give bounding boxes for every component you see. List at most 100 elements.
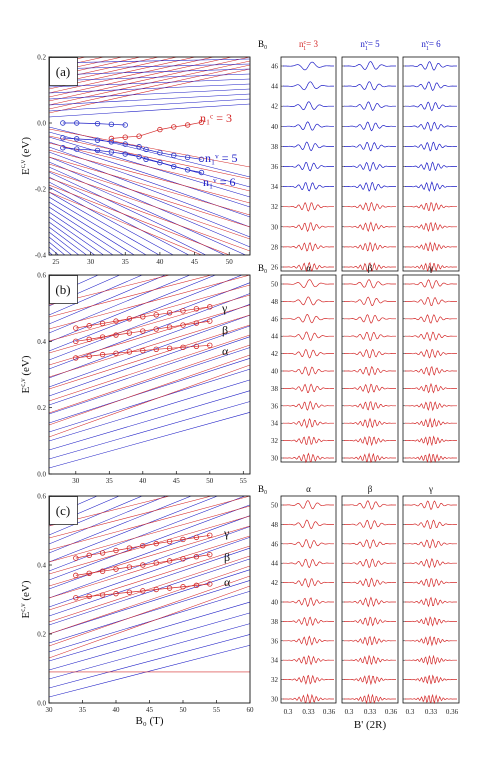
data-point	[193, 306, 200, 312]
level-line	[49, 282, 250, 361]
row-label: 28	[271, 243, 279, 251]
level-line	[49, 496, 143, 536]
data-point	[153, 560, 159, 566]
level-line	[49, 196, 147, 255]
data-point	[140, 314, 146, 320]
level-line	[49, 505, 250, 563]
level-line	[49, 496, 120, 527]
level-line	[49, 64, 250, 110]
level-line	[49, 275, 99, 298]
wavefunction-axis-title: B₀	[258, 263, 267, 273]
x-tick-label: 0.3	[345, 708, 354, 716]
level-line	[49, 83, 250, 94]
data-point	[73, 572, 79, 579]
wavefunction-trace	[405, 297, 457, 306]
level-line	[49, 324, 250, 390]
x-tick-label: 55	[240, 477, 248, 485]
level-line	[49, 294, 250, 354]
wavefunction-trace	[283, 366, 334, 376]
level-line	[49, 57, 106, 70]
data-point	[126, 316, 133, 322]
level-line	[49, 314, 250, 388]
level-line	[49, 177, 250, 252]
level-line	[49, 135, 250, 180]
data-point	[126, 564, 133, 570]
wavefunction-trace	[344, 693, 396, 705]
data-point	[180, 556, 186, 562]
data-point	[140, 562, 146, 568]
plot-frame	[48, 274, 251, 475]
level-line	[49, 565, 250, 635]
level-line	[49, 347, 250, 415]
data-point	[122, 122, 128, 128]
data-point	[180, 322, 186, 328]
data-point	[166, 345, 173, 351]
y-axis-label: Ec,v (eV)	[19, 137, 32, 175]
level-line	[49, 211, 114, 255]
row-label: 42	[271, 579, 279, 587]
wavefunction-trace	[283, 279, 334, 288]
wavefunction-frame	[280, 274, 337, 463]
wavefunction-trace	[283, 61, 334, 71]
level-line	[49, 246, 59, 255]
data-point	[171, 124, 177, 130]
wavefunction-panel-3: B₀ α β γ 50 48 46 44 42 40 38 36 34 32 30 0.3 0.33 0.36 0.…	[258, 484, 460, 731]
data-point	[122, 134, 128, 140]
wavefunction-frame	[280, 56, 337, 272]
wavefunction-trace	[283, 500, 334, 510]
wavefunction-frame	[341, 56, 399, 272]
data-point	[136, 153, 142, 160]
wavefunction-trace	[283, 331, 334, 341]
data-point	[136, 144, 142, 150]
level-line	[49, 496, 171, 527]
wavefunction-trace	[344, 296, 396, 306]
level-line	[49, 275, 171, 306]
level-line	[49, 149, 250, 204]
data-point	[113, 318, 119, 324]
wavefunction-trace	[405, 81, 457, 92]
row-label: 26	[271, 264, 279, 272]
x-tick-label: 50	[180, 706, 188, 714]
level-line	[49, 555, 250, 623]
x-tick-label: 35	[79, 706, 87, 714]
level-line	[49, 141, 250, 208]
data-point	[73, 555, 79, 561]
panel-label-box	[49, 57, 78, 86]
series-3	[60, 120, 128, 128]
level-line	[49, 128, 250, 168]
level-line	[49, 181, 190, 255]
level-line	[49, 57, 87, 66]
level-line	[49, 358, 250, 424]
wavefunction-trace	[405, 221, 457, 233]
panel-label: (b)	[55, 282, 70, 297]
data-point	[94, 147, 101, 154]
wavefunction-trace	[283, 597, 334, 608]
level-line	[49, 163, 250, 228]
wavefunction-trace	[283, 400, 334, 411]
level-line	[49, 63, 250, 70]
wavefunction-trace	[283, 418, 334, 429]
row-label: 36	[271, 402, 279, 410]
level-line	[49, 275, 217, 343]
wavefunction-trace	[405, 201, 457, 212]
data-point	[113, 566, 119, 572]
level-line	[49, 496, 246, 572]
level-line	[49, 612, 250, 671]
row-label: 32	[271, 203, 279, 211]
row-label: 50	[271, 281, 279, 289]
level-line	[49, 201, 135, 255]
level-line	[49, 379, 250, 442]
wavefunction-trace	[405, 349, 457, 359]
data-point	[198, 169, 205, 176]
level-line	[49, 504, 250, 581]
wavefunction-trace	[405, 654, 457, 666]
data-point	[126, 330, 133, 336]
data-point	[140, 328, 146, 334]
x-tick-label: 40	[113, 706, 121, 714]
row-label: 48	[271, 298, 279, 306]
level-line	[49, 536, 250, 608]
data-point	[198, 156, 205, 162]
data-point	[153, 326, 159, 332]
x-tick-label: 40	[156, 258, 164, 266]
